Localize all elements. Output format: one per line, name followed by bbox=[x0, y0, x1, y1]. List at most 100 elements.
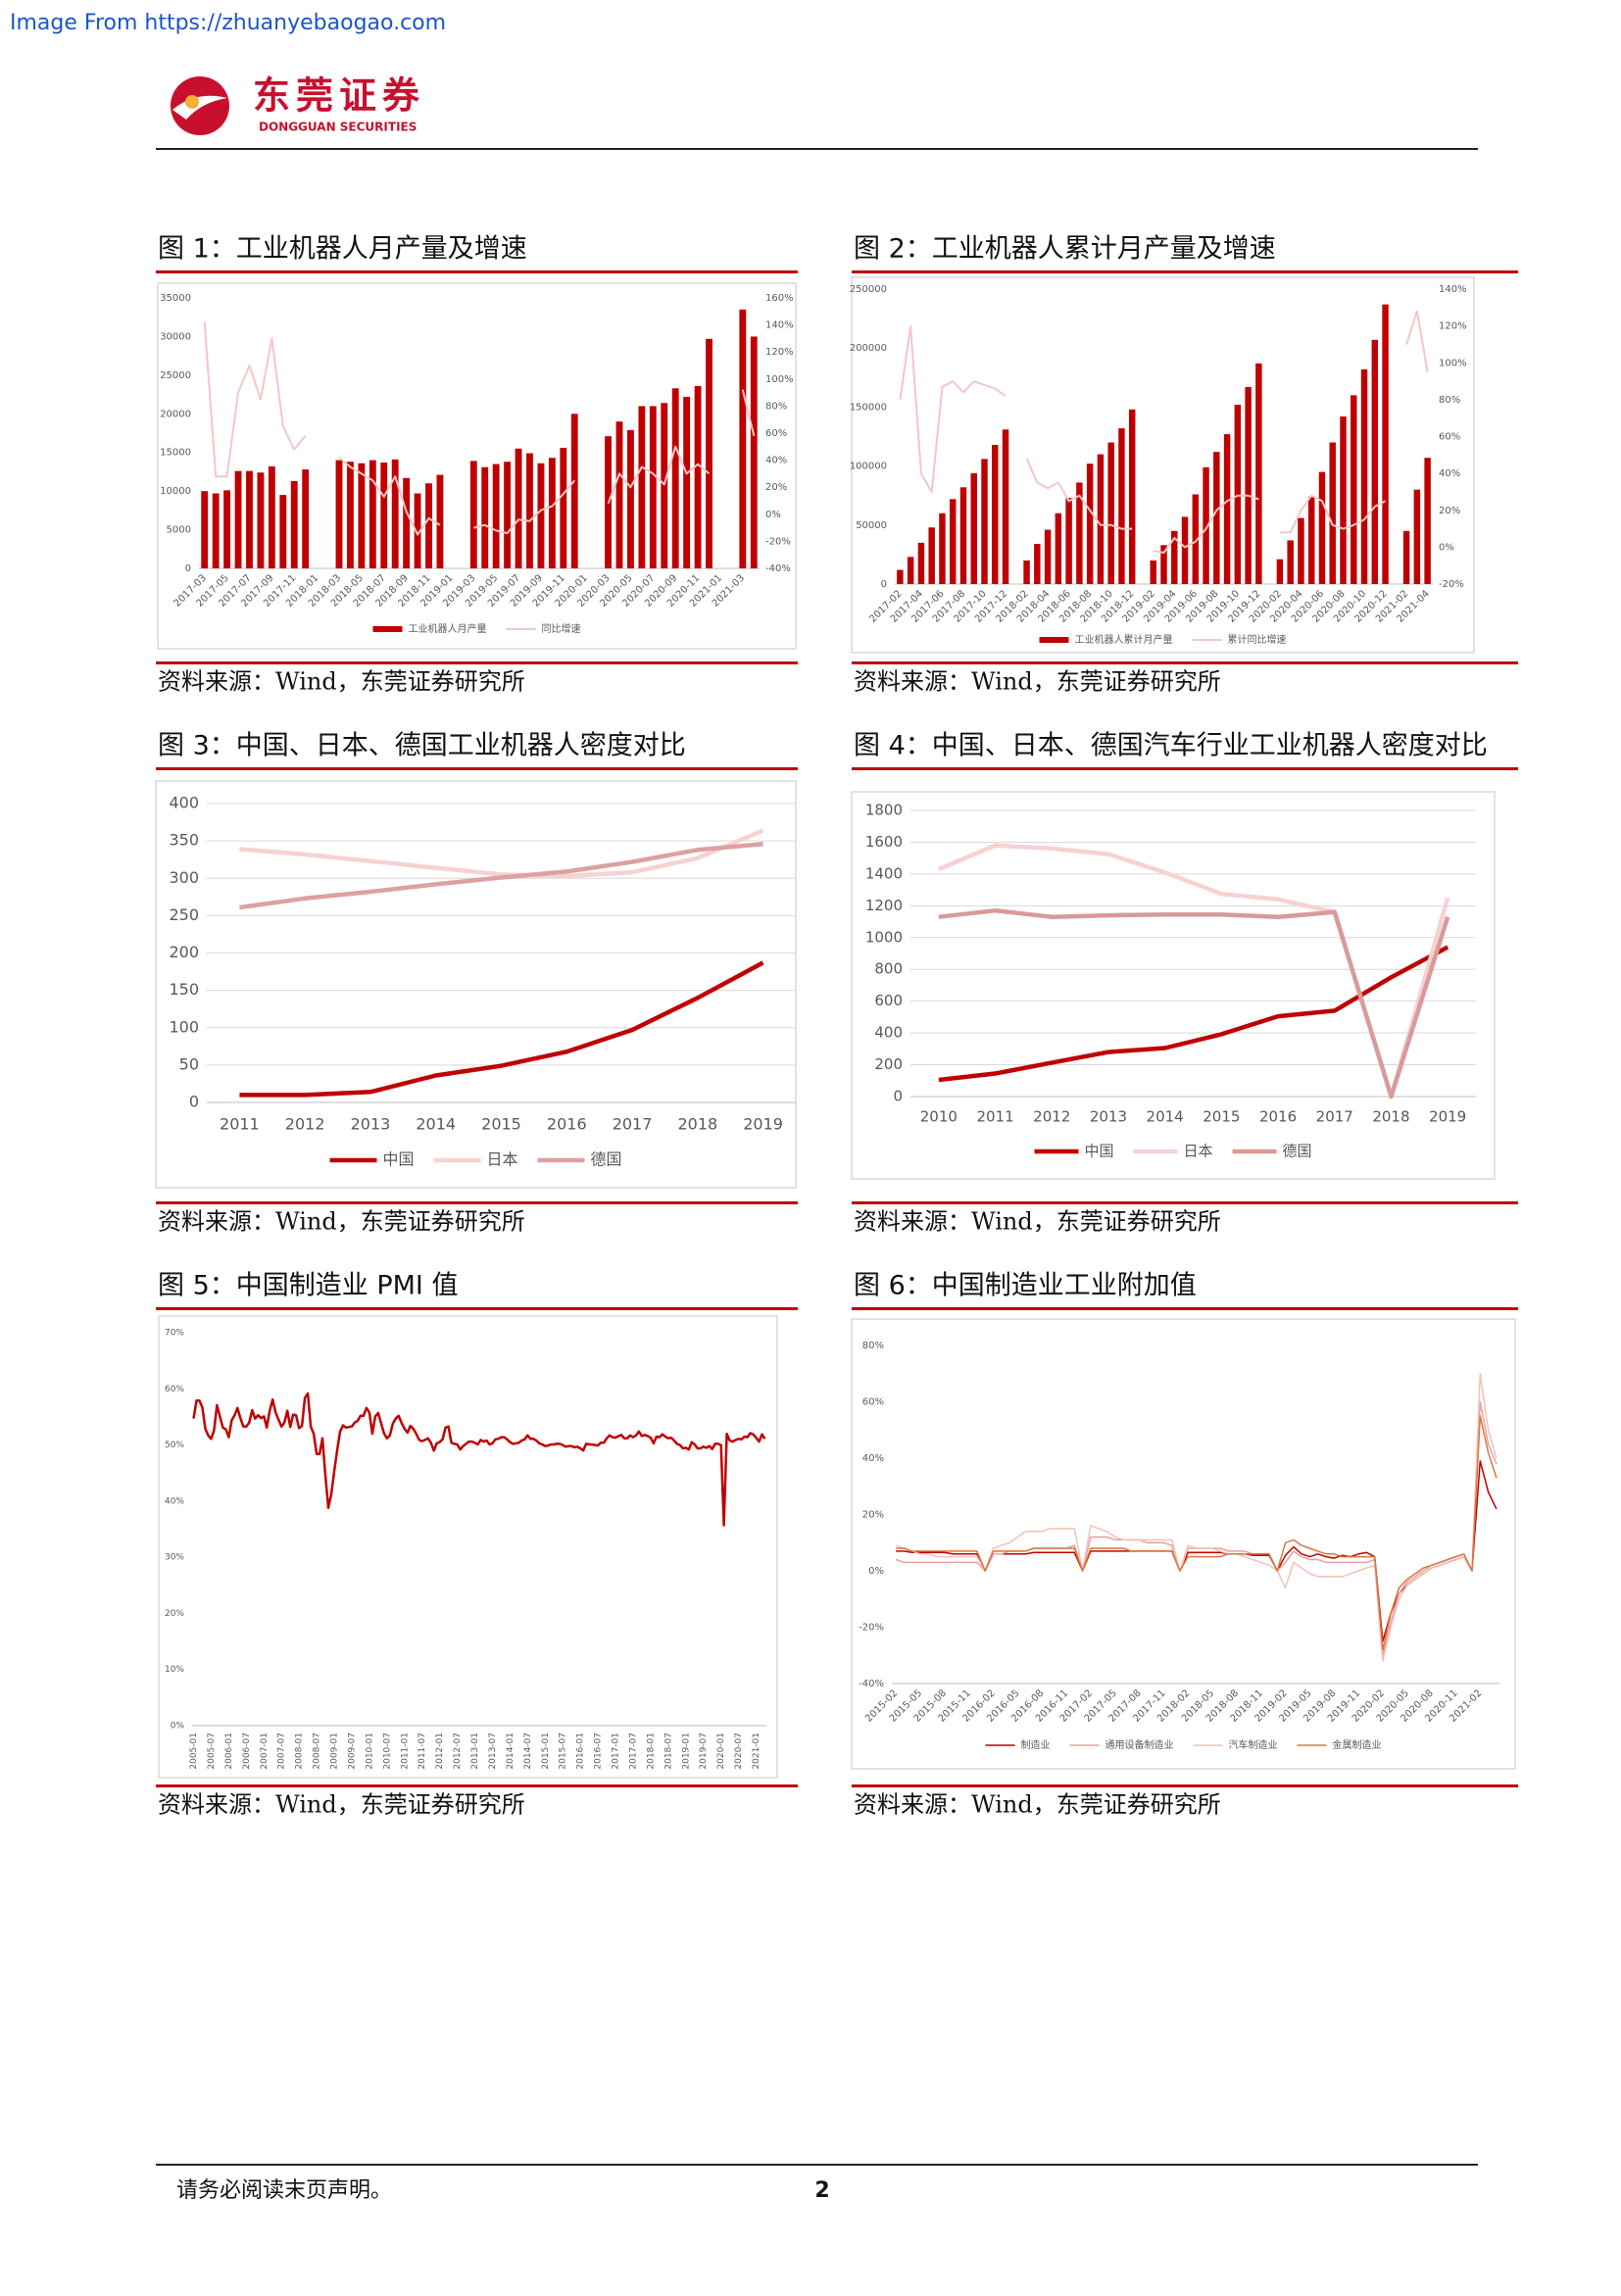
bar bbox=[739, 309, 747, 568]
x-tick-label: 2016-01 bbox=[576, 1733, 586, 1770]
y2-tick-label: 20% bbox=[765, 482, 787, 493]
bar bbox=[1150, 560, 1156, 584]
bar bbox=[268, 465, 275, 568]
bar bbox=[504, 462, 512, 568]
y2-tick-label: 80% bbox=[1439, 395, 1460, 406]
x-tick-label: 2020-01 bbox=[716, 1733, 726, 1770]
logo bbox=[171, 76, 229, 135]
line bbox=[239, 841, 763, 910]
bar bbox=[257, 472, 265, 568]
bar bbox=[706, 338, 712, 568]
title-rule bbox=[852, 1307, 1518, 1310]
y-tick-label: 10000 bbox=[160, 486, 191, 497]
x-tick-label: 2006-07 bbox=[242, 1733, 252, 1770]
figure-source: 资料来源：Wind，东莞证券研究所 bbox=[854, 1791, 1221, 1819]
bar bbox=[212, 493, 220, 568]
legend-label: 通用设备制造业 bbox=[1105, 1738, 1174, 1751]
bar bbox=[347, 462, 354, 568]
x-tick-label: 2019-07 bbox=[699, 1733, 709, 1770]
y-tick-label: 60% bbox=[165, 1385, 184, 1394]
x-tick-label: 2018-01 bbox=[646, 1733, 656, 1770]
bar bbox=[694, 385, 702, 568]
bar bbox=[661, 403, 668, 568]
y-tick-label: 5000 bbox=[167, 525, 191, 536]
bar bbox=[1329, 442, 1336, 584]
source-rule bbox=[852, 1201, 1518, 1204]
y-tick-label: 150 bbox=[169, 980, 199, 999]
y-tick-label: 20000 bbox=[160, 409, 191, 419]
x-tick-label: 2005-01 bbox=[189, 1733, 199, 1770]
title-rule bbox=[156, 1307, 798, 1310]
logo-english: DONGGUAN SECURITIES bbox=[259, 121, 417, 134]
bar bbox=[683, 396, 691, 568]
bar bbox=[939, 513, 946, 584]
x-tick-label: 2008-07 bbox=[313, 1733, 322, 1770]
source-rule bbox=[852, 661, 1518, 664]
y-tick-label: 100000 bbox=[850, 462, 887, 472]
y-tick-label: 0 bbox=[185, 563, 191, 574]
line bbox=[192, 1392, 766, 1527]
x-tick-label: 2005-07 bbox=[207, 1733, 217, 1770]
bar bbox=[1255, 363, 1262, 584]
y-tick-label: 100 bbox=[169, 1017, 199, 1036]
legend-label: 德国 bbox=[591, 1150, 622, 1169]
bar bbox=[560, 447, 567, 568]
bar bbox=[234, 470, 242, 568]
source-rule bbox=[156, 661, 798, 664]
line bbox=[938, 945, 1449, 1083]
x-tick-label: 2015-01 bbox=[541, 1733, 551, 1770]
bar bbox=[246, 470, 253, 568]
x-tick-label: 2019-01 bbox=[681, 1733, 691, 1770]
chart-frame bbox=[158, 1315, 778, 1779]
x-tick-label: 2021-01 bbox=[752, 1733, 761, 1770]
bar bbox=[1351, 395, 1357, 584]
bar bbox=[223, 490, 231, 568]
y2-tick-label: 160% bbox=[765, 293, 794, 304]
y-tick-label: 350 bbox=[169, 831, 199, 850]
bar bbox=[1160, 545, 1167, 584]
bar bbox=[425, 483, 432, 568]
bar bbox=[1307, 496, 1315, 584]
bar bbox=[201, 491, 209, 568]
title-rule bbox=[852, 767, 1518, 770]
title-rule bbox=[156, 767, 798, 770]
source-rule bbox=[852, 1784, 1518, 1787]
y-tick-label: 30% bbox=[165, 1553, 184, 1563]
source-rule bbox=[156, 1201, 798, 1204]
title-rule bbox=[156, 270, 798, 273]
bar bbox=[1097, 454, 1105, 584]
y-tick-label: 10% bbox=[165, 1665, 184, 1675]
y-tick-label: 200 bbox=[874, 1055, 903, 1073]
chart-frame bbox=[155, 780, 797, 1189]
bar bbox=[380, 462, 388, 568]
y-tick-label: 400 bbox=[874, 1024, 903, 1042]
bar bbox=[615, 421, 623, 568]
chart-frame bbox=[851, 791, 1496, 1180]
bar bbox=[1360, 368, 1368, 584]
bar bbox=[526, 453, 533, 568]
y-tick-label: 150000 bbox=[850, 402, 887, 413]
bar bbox=[279, 495, 287, 568]
bar bbox=[1181, 516, 1189, 584]
y-tick-label: 20% bbox=[165, 1609, 184, 1619]
x-tick-label: 2019 bbox=[1429, 1108, 1466, 1126]
figure-title: 图 6：中国制造业工业附加值 bbox=[854, 1271, 1197, 1301]
y-tick-label: 600 bbox=[874, 992, 903, 1009]
chart-frame bbox=[157, 282, 797, 650]
x-tick-label: 2018-07 bbox=[663, 1733, 673, 1770]
figure-title: 图 3：中国、日本、德国工业机器人密度对比 bbox=[158, 731, 686, 761]
y-tick-label: -20% bbox=[859, 1623, 884, 1634]
figure-title: 图 5：中国制造业 PMI 值 bbox=[158, 1271, 458, 1301]
bar bbox=[1223, 434, 1231, 584]
bar bbox=[1318, 471, 1326, 584]
y2-tick-label: 40% bbox=[1439, 468, 1460, 479]
y-tick-label: 30000 bbox=[160, 331, 191, 342]
legend-label: 日本 bbox=[487, 1150, 518, 1169]
bar bbox=[492, 464, 500, 568]
bar bbox=[1234, 404, 1242, 584]
x-tick-label: 2014-07 bbox=[523, 1733, 533, 1770]
x-tick-label: 2006-01 bbox=[224, 1733, 234, 1770]
y-tick-label: 1600 bbox=[865, 833, 903, 851]
legend-swatch bbox=[372, 626, 403, 632]
